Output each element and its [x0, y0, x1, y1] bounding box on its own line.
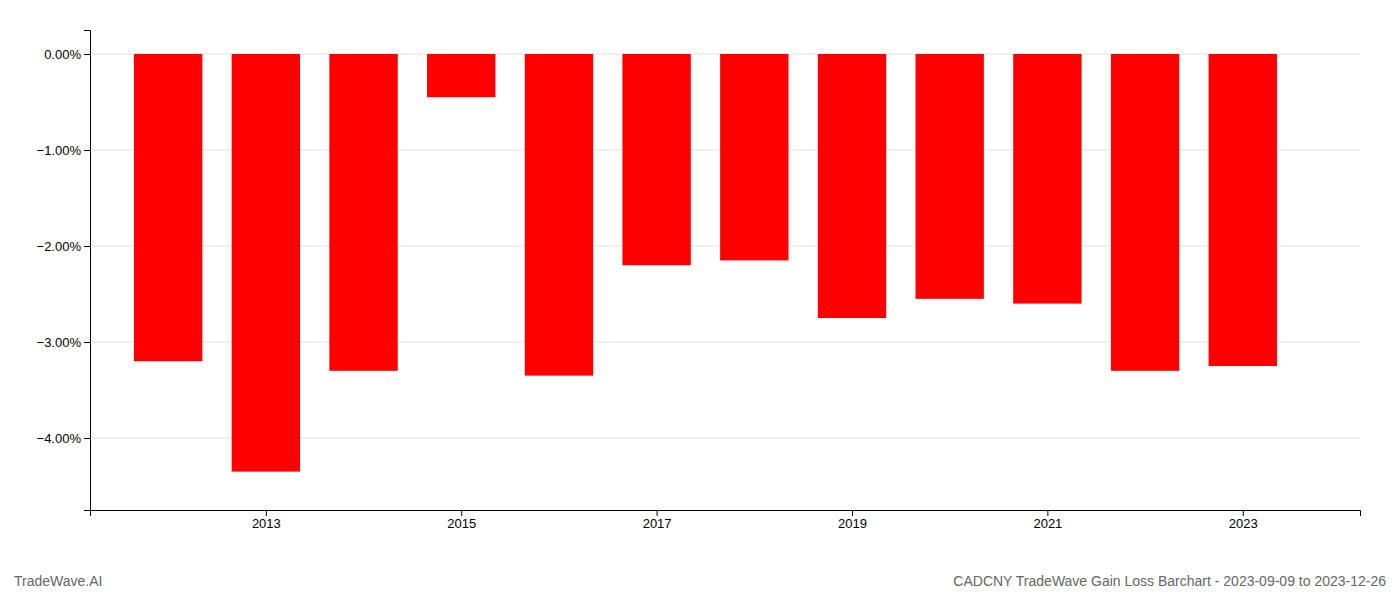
y-tick-label: −1.00% [37, 143, 82, 158]
x-tick-label: 2019 [838, 516, 867, 531]
x-tick: 2013 [252, 510, 281, 531]
y-tick: −1.00% [37, 143, 90, 158]
x-tick: 2021 [1033, 510, 1062, 531]
y-tick-label: −2.00% [37, 239, 82, 254]
title: CADCNY TradeWave Gain Loss Barchart - 20… [953, 573, 1386, 589]
bar [916, 54, 984, 299]
y-tick-mark [84, 438, 90, 439]
y-tick: −3.00% [37, 335, 90, 350]
x-axis: 2013 2015 2017 2019 2021 2023 [91, 510, 1361, 531]
y-tick-label: 0.00% [44, 47, 81, 62]
bar [525, 54, 593, 376]
bar [1111, 54, 1179, 371]
y-axis-line [84, 31, 91, 511]
bar [622, 54, 690, 265]
x-tick-label: 2021 [1033, 516, 1062, 531]
bar [818, 54, 886, 318]
x-tick: 2015 [447, 510, 476, 531]
x-axis-line [91, 511, 1361, 517]
x-tick-mark [852, 510, 853, 516]
footer-text: TradeWave.AI [14, 573, 102, 589]
x-tick-label: 2023 [1229, 516, 1258, 531]
x-tick: 2023 [1229, 510, 1258, 531]
y-tick-mark [84, 54, 90, 55]
y-tick: −2.00% [37, 239, 90, 254]
y-tick-mark [84, 342, 90, 343]
y-tick-mark [84, 246, 90, 247]
x-tick-mark [657, 510, 658, 516]
x-tick: 2019 [838, 510, 867, 531]
y-axis: 0.00% −1.00% −2.00% −3.00% −4.00% [37, 31, 91, 511]
bar [232, 54, 300, 472]
bar [134, 54, 202, 361]
x-tick-label: 2015 [447, 516, 476, 531]
bar [329, 54, 397, 371]
bar [1209, 54, 1277, 366]
y-tick: −4.00% [37, 431, 90, 446]
bar [1013, 54, 1081, 304]
y-tick-label: −3.00% [37, 335, 82, 350]
x-tick-mark [461, 510, 462, 516]
chart: 0.00%−1.00%−2.00%−3.00%−4.00%20132015201… [0, 0, 1400, 600]
x-tick-mark [1047, 510, 1048, 516]
x-tick-label: 2013 [252, 516, 281, 531]
x-tick-mark [266, 510, 267, 516]
plot-area [134, 54, 1277, 472]
y-tick-mark [84, 150, 90, 151]
x-tick-label: 2017 [643, 516, 672, 531]
x-tick-mark [1243, 510, 1244, 516]
y-tick: 0.00% [44, 47, 90, 62]
y-tick-label: −4.00% [37, 431, 82, 446]
x-tick: 2017 [643, 510, 672, 531]
bar [427, 54, 495, 97]
bar [720, 54, 788, 260]
